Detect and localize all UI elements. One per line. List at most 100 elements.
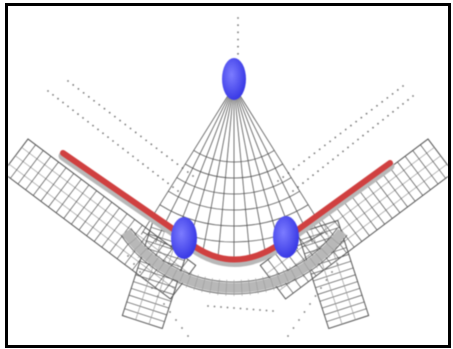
guide-dot (237, 17, 239, 19)
band-tick (328, 235, 342, 247)
block-row-line (124, 308, 165, 323)
band-tick (201, 276, 206, 293)
guide-dot (134, 131, 137, 134)
guide-dot (233, 307, 235, 309)
guide-dot (93, 99, 95, 102)
block-row-line (135, 274, 176, 289)
guide-dot (355, 120, 358, 123)
top-roller (222, 58, 246, 100)
guide-dot (47, 90, 49, 92)
fan-ray (233, 85, 328, 235)
guide-dot (377, 122, 379, 125)
guide-dot (323, 144, 326, 147)
block-row-line (126, 301, 167, 316)
band-tick (185, 272, 192, 288)
band-tick (295, 263, 305, 278)
guide-dot (119, 119, 121, 122)
left-roller (171, 217, 197, 259)
block-row-line (144, 247, 185, 261)
rollers (171, 58, 299, 259)
ruler-tick (86, 201, 113, 236)
block-row-line (315, 274, 356, 289)
guide-dot (357, 138, 359, 141)
band-tick (131, 240, 145, 253)
fan-ray (233, 85, 283, 255)
guide-dot (407, 99, 409, 101)
guide-dot (237, 45, 239, 48)
ruler-tick (10, 144, 36, 179)
ruler-tick (420, 144, 446, 179)
guide-dot (352, 142, 354, 145)
guide-dot (226, 306, 229, 309)
guide-dot (97, 128, 99, 131)
guide-dot (133, 263, 135, 265)
block-row-line (131, 287, 172, 302)
guide-dot (370, 108, 373, 111)
guide-dot (237, 52, 239, 55)
guide-dot (287, 335, 289, 337)
guide-dot (82, 117, 84, 119)
band-tick (313, 250, 325, 264)
ruler-tick (32, 161, 59, 196)
guide-dot (325, 279, 328, 281)
guide-dot (207, 305, 209, 307)
fan-ray (217, 85, 235, 261)
guide-dot (166, 155, 168, 158)
guide-dot (57, 97, 59, 100)
fan-ray (201, 85, 235, 259)
ruler-tick (40, 167, 67, 202)
guide-dot (67, 105, 69, 108)
guide-dot (382, 118, 384, 121)
guide-dot (124, 123, 127, 126)
guide-dot (307, 178, 309, 181)
ruler-tick (397, 161, 424, 196)
band-tick (240, 279, 243, 296)
guide-dot (314, 295, 317, 297)
guide-dot (282, 176, 285, 178)
ruler-tick (71, 190, 97, 225)
guide-dot (350, 124, 352, 127)
guide-dot (312, 174, 314, 177)
guide-dot (298, 319, 300, 321)
ruler-tick (381, 173, 408, 208)
band-tick (193, 274, 199, 291)
guide-dot (347, 146, 349, 149)
ruler-tick (78, 196, 105, 231)
guide-dot (391, 93, 394, 95)
guide-dot (317, 170, 319, 173)
block-row-line (299, 226, 341, 241)
lower-arc-band (120, 228, 348, 296)
band-tick (248, 279, 251, 296)
guide-dot (331, 271, 333, 273)
guide-dot (132, 155, 134, 158)
guide-dot (187, 335, 189, 337)
guide-dot (322, 166, 324, 169)
fan-arc (159, 204, 309, 227)
guide-dot (157, 174, 159, 177)
band-tick (282, 269, 290, 285)
guide-dot (309, 303, 311, 305)
guide-dot (292, 190, 294, 192)
guide-dot (237, 38, 239, 41)
guide-dot (77, 88, 80, 90)
guide-dot (140, 135, 142, 138)
guide-dot (303, 311, 306, 313)
bending-diagram (8, 17, 448, 337)
fan-ray (233, 85, 251, 261)
fan-ray (233, 85, 267, 259)
guide-dot (192, 175, 194, 177)
guide-dot (137, 159, 139, 162)
guide-dot (386, 96, 389, 99)
guide-dot (337, 154, 339, 157)
guide-dot (82, 91, 85, 94)
guide-dot (367, 130, 369, 133)
guide-dot (303, 160, 305, 163)
band-tick (143, 250, 155, 264)
fan-arc (176, 177, 292, 195)
guide-dot (402, 85, 404, 87)
block-row-line (317, 281, 358, 295)
guide-dot (142, 163, 144, 165)
band-tick (150, 255, 161, 269)
guide-dot (292, 168, 295, 171)
ruler-tick (366, 184, 393, 219)
